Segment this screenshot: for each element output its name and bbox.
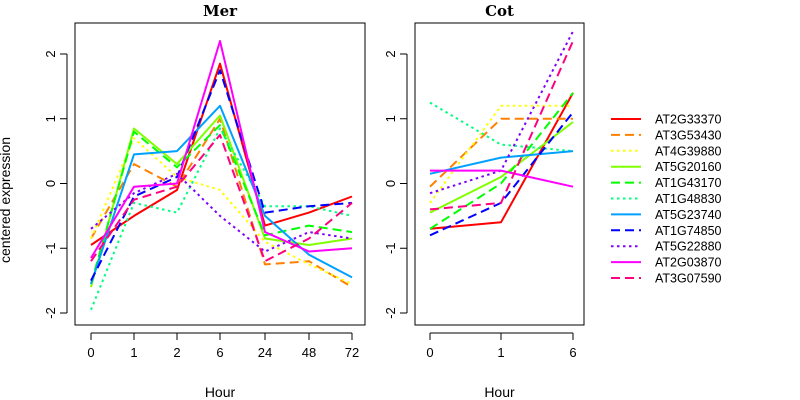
- panel-mer-series-at4g39880: [90, 137, 353, 285]
- panel-mer-x-tick-label: 1: [130, 345, 137, 360]
- panel-cot-y-tick-label: -1: [383, 242, 398, 254]
- panel-mer-series-at3g53430: [90, 117, 353, 288]
- legend-label-at5g23740: AT5G23740: [655, 208, 722, 222]
- panel-mer-x-tick-label: 0: [87, 345, 94, 360]
- panel-cot-series-at2g33370: [429, 92, 574, 230]
- panel-mer-x-tick-label: 6: [216, 345, 223, 360]
- panel-mer-series-at5g23740: [90, 104, 353, 285]
- panel-cot-y-tick-label: 2: [383, 50, 398, 57]
- panel-mer-x-axis-label: Hour: [205, 384, 236, 400]
- panel-mer-series-at3g07590: [90, 133, 353, 263]
- panel-mer-y-tick-label: 1: [43, 115, 58, 122]
- legend-label-at1g43170: AT1G43170: [655, 176, 722, 190]
- legend-label-at1g74850: AT1G74850: [655, 224, 722, 238]
- panel-mer-series-at2g33370: [90, 62, 353, 246]
- panel-cot-series-at5g20160: [429, 121, 574, 214]
- panel-cot-series-at3g53430: [429, 117, 573, 188]
- panel-cot-y-tick-label: 1: [383, 115, 398, 122]
- legend-label-at3g07590: AT3G07590: [655, 272, 722, 286]
- panel-cot-series-at1g48830: [429, 101, 574, 153]
- panel-mer-y-tick-label: 2: [43, 50, 58, 57]
- panel-mer-series-at1g48830: [90, 127, 353, 311]
- panel-mer-series-at2g03870: [90, 40, 353, 259]
- panel-mer-y-tick-label: -2: [43, 307, 58, 319]
- panel-cot-series-at3g07590: [429, 40, 574, 211]
- legend-label-at3g53430: AT3G53430: [655, 128, 722, 142]
- panel-cot-series-at4g39880: [429, 104, 573, 204]
- legend-label-at5g22880: AT5G22880: [655, 240, 722, 254]
- panel-mer-y-axis-label: centered expression: [0, 137, 13, 263]
- panel-mer-x-tick-label: 2: [173, 345, 180, 360]
- legend-label-at5g20160: AT5G20160: [655, 160, 722, 174]
- panel-mer-x-tick-label: 48: [302, 345, 316, 360]
- panel-mer-series-at1g74850: [90, 69, 353, 282]
- panel-mer-series-at1g43170: [90, 124, 353, 285]
- panel-cot-x-tick-label: 1: [497, 345, 504, 360]
- panel-mer-title: Mer: [203, 2, 238, 20]
- legend-label-at4g39880: AT4G39880: [655, 144, 722, 158]
- panel-mer-x-tick-label: 72: [345, 345, 359, 360]
- panel-mer-y-tick-label: 0: [43, 180, 58, 187]
- panel-cot-series-at2g03870: [430, 169, 574, 188]
- panel-mer-x-tick-label: 24: [258, 345, 272, 360]
- panel-mer-series-at5g20160: [90, 114, 353, 288]
- legend-label-at1g48830: AT1G48830: [655, 192, 722, 206]
- panel-mer-series-at5g22880: [90, 172, 353, 253]
- legend-label-at2g03870: AT2G03870: [655, 256, 722, 270]
- panel-cot-x-tick-label: 6: [569, 345, 576, 360]
- panel-mer-y-tick-label: -1: [43, 242, 58, 254]
- panel-cot-y-tick-label: 0: [383, 180, 398, 187]
- panel-cot-series-at5g23740: [429, 150, 574, 175]
- panel-cot-frame: [414, 22, 585, 326]
- panel-cot-y-tick-label: -2: [383, 307, 398, 319]
- panel-cot-title: Cot: [485, 2, 514, 20]
- panel-cot-series-at1g43170: [429, 92, 574, 230]
- legend-label-at2g33370: AT2G33370: [655, 113, 722, 127]
- panel-cot-x-axis-label: Hour: [484, 384, 515, 400]
- panel-mer-frame: [74, 22, 366, 326]
- panel-cot-x-tick-label: 0: [426, 345, 433, 360]
- panel-cot-series-at5g22880: [429, 30, 574, 195]
